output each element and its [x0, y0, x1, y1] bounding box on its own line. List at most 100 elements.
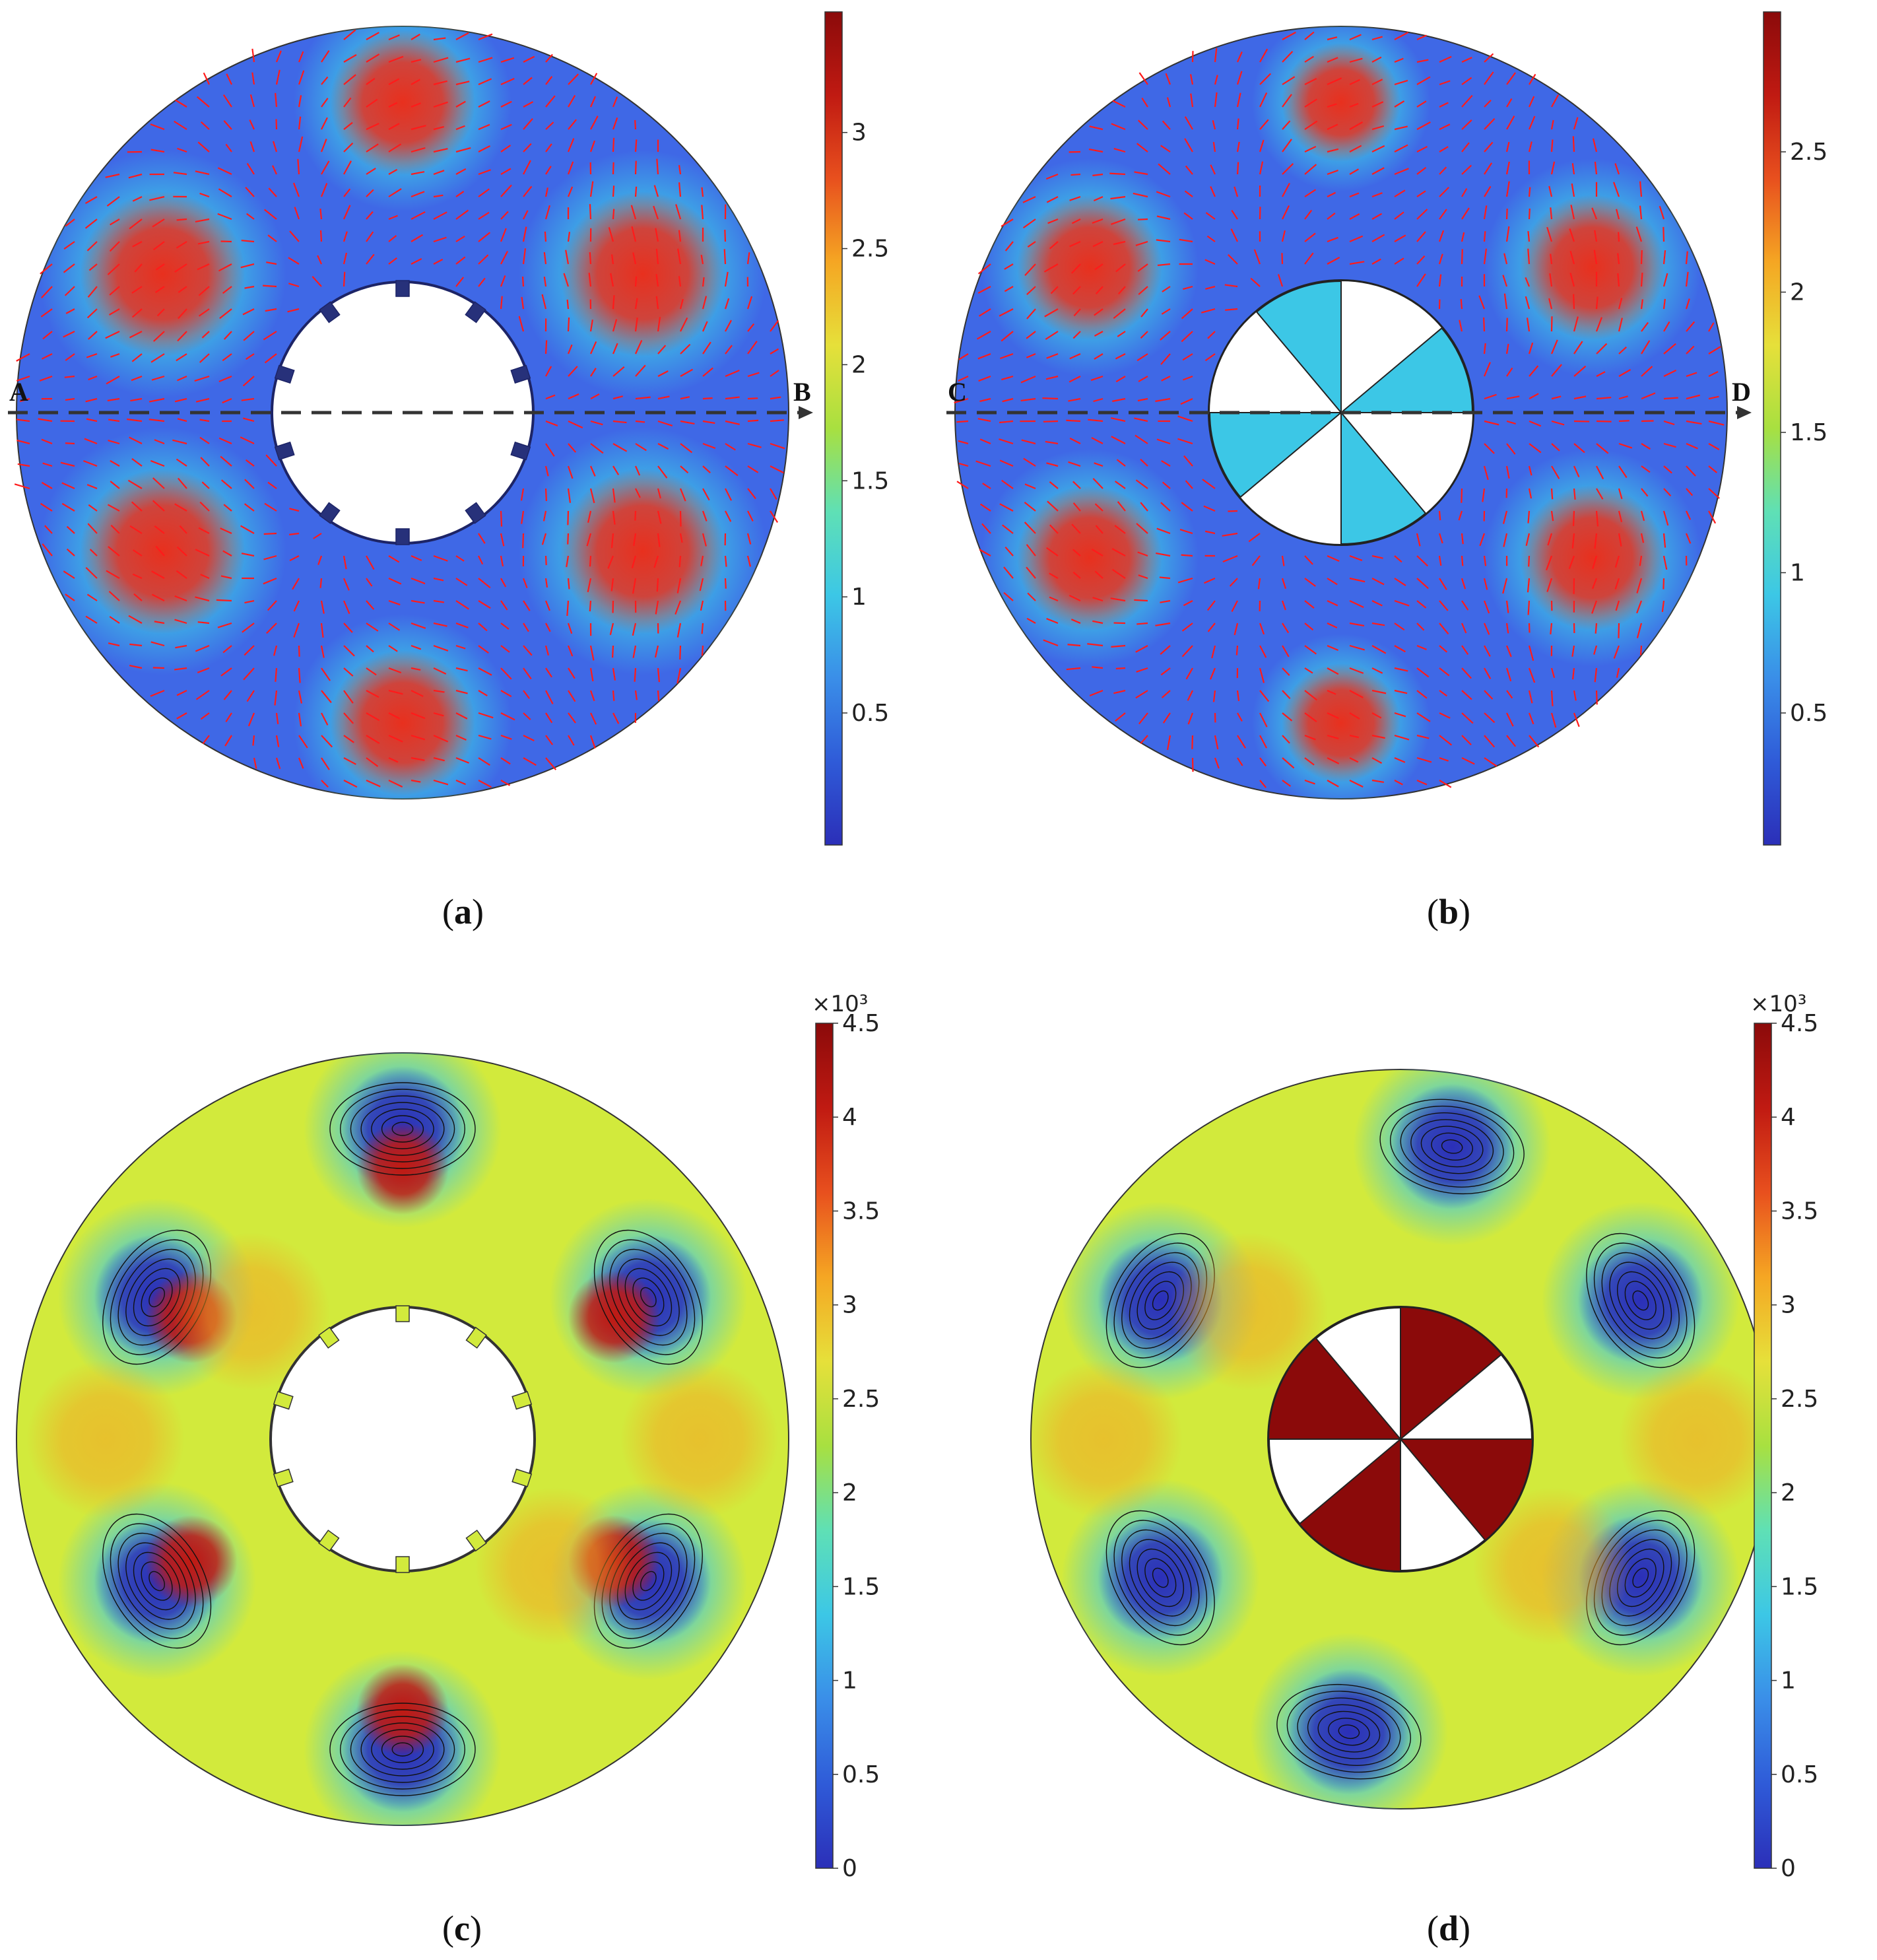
velocity-arrow — [366, 578, 373, 587]
colorbar-tick-label: 1.5 — [851, 467, 889, 494]
velocity-arrow — [174, 120, 187, 130]
velocity-arrow — [700, 600, 704, 611]
contour-line — [601, 1239, 696, 1355]
velocity-arrow — [1505, 343, 1509, 355]
contour-line — [1616, 1271, 1664, 1330]
velocity-arrow — [1282, 205, 1290, 220]
velocity-arrow — [343, 757, 356, 765]
velocity-arrow — [1483, 362, 1491, 377]
velocity-arrow — [1349, 690, 1364, 698]
velocity-arrow — [1183, 212, 1193, 220]
velocity-arrow — [1115, 263, 1126, 273]
velocity-arrow — [1708, 395, 1719, 400]
velocity-arrow — [321, 690, 332, 704]
velocity-arrow — [1394, 734, 1410, 741]
velocity-arrow — [220, 456, 232, 467]
velocity-arrow — [64, 375, 75, 378]
velocity-arrow — [263, 331, 277, 341]
velocity-arrow — [612, 667, 616, 681]
colorbar-tick-label: 1 — [851, 584, 867, 611]
velocity-arrow — [1182, 375, 1193, 381]
velocity-arrow — [176, 218, 187, 221]
velocity-arrow — [110, 459, 120, 467]
velocity-arrow — [1596, 371, 1606, 377]
colorbar-tick-label: 2.5 — [842, 1386, 880, 1413]
velocity-arrow — [1659, 205, 1665, 220]
velocity-arrow — [293, 600, 300, 612]
velocity-arrow — [1349, 780, 1364, 788]
velocity-arrow — [298, 667, 301, 683]
velocity-arrow — [1461, 488, 1463, 503]
velocity-arrow — [218, 375, 232, 383]
velocity-arrow — [1596, 396, 1612, 400]
velocity-arrow — [1304, 667, 1313, 674]
velocity-arrow — [1327, 256, 1340, 265]
velocity-arrow — [545, 667, 552, 678]
velocity-arrow — [1049, 596, 1059, 602]
velocity-arrow — [1484, 443, 1495, 454]
velocity-arrow — [172, 439, 187, 445]
velocity-arrow — [1546, 226, 1553, 242]
velocity-arrow — [1160, 667, 1171, 676]
velocity-arrow — [544, 187, 548, 197]
velocity-arrow — [433, 194, 444, 198]
velocity-arrow — [1069, 437, 1081, 444]
velocity-arrow — [958, 353, 969, 360]
velocity-arrow — [129, 525, 143, 534]
velocity-arrow — [1161, 690, 1171, 698]
velocity-arrow — [411, 757, 425, 761]
velocity-arrow — [195, 644, 210, 652]
velocity-arrow — [1088, 149, 1103, 153]
velocity-arrow — [1569, 273, 1575, 287]
velocity-arrow — [1166, 735, 1171, 751]
velocity-arrow — [1002, 524, 1014, 534]
velocity-arrow — [1113, 689, 1126, 694]
velocity-arrow — [545, 143, 552, 152]
velocity-arrow — [1640, 272, 1643, 287]
velocity-arrow — [343, 578, 350, 591]
velocity-arrow — [567, 488, 572, 503]
velocity-arrow — [266, 261, 277, 265]
velocity-arrow — [131, 457, 143, 467]
velocity-arrow — [1187, 690, 1193, 701]
velocity-arrow — [455, 100, 466, 108]
velocity-arrow — [1484, 141, 1494, 152]
pressure-contours — [329, 1082, 476, 1176]
velocity-arrow — [150, 641, 165, 647]
orange-pressure-blob — [172, 1233, 331, 1392]
velocity-arrow — [16, 353, 30, 362]
velocity-arrow — [587, 510, 592, 523]
velocity-arrow — [178, 308, 187, 320]
velocity-arrow — [1483, 205, 1488, 220]
velocity-arrow — [1349, 712, 1360, 720]
velocity-arrow — [1304, 712, 1317, 723]
velocity-arrow — [1187, 712, 1194, 725]
velocity-arrow — [298, 51, 304, 63]
velocity-arrow — [1371, 192, 1383, 198]
velocity-arrow — [725, 443, 736, 451]
velocity-arrow — [321, 50, 330, 63]
velocity-arrow — [589, 96, 597, 108]
velocity-arrow — [1069, 195, 1081, 201]
velocity-arrow — [981, 523, 991, 534]
velocity-arrow — [1135, 479, 1148, 489]
velocity-arrow — [1207, 623, 1216, 632]
contour-line — [1276, 1683, 1422, 1780]
contour-line — [1632, 1290, 1649, 1311]
velocity-arrow — [635, 488, 641, 498]
velocity-arrow — [631, 555, 637, 568]
velocity-arrow — [1663, 343, 1676, 355]
velocity-arrow — [1225, 308, 1238, 311]
contour-line — [1297, 1697, 1401, 1766]
velocity-arrow — [1259, 161, 1264, 175]
velocity-arrow — [725, 369, 740, 378]
velocity-arrow — [177, 375, 187, 382]
velocity-arrow — [84, 196, 98, 204]
velocity-arrow — [590, 368, 597, 377]
velocity-arrow — [523, 55, 535, 63]
velocity-arrow — [630, 205, 637, 220]
velocity-arrow — [455, 734, 467, 741]
velocity-arrow — [366, 555, 375, 570]
velocity-arrow — [264, 502, 277, 512]
velocity-arrow — [1503, 293, 1508, 310]
